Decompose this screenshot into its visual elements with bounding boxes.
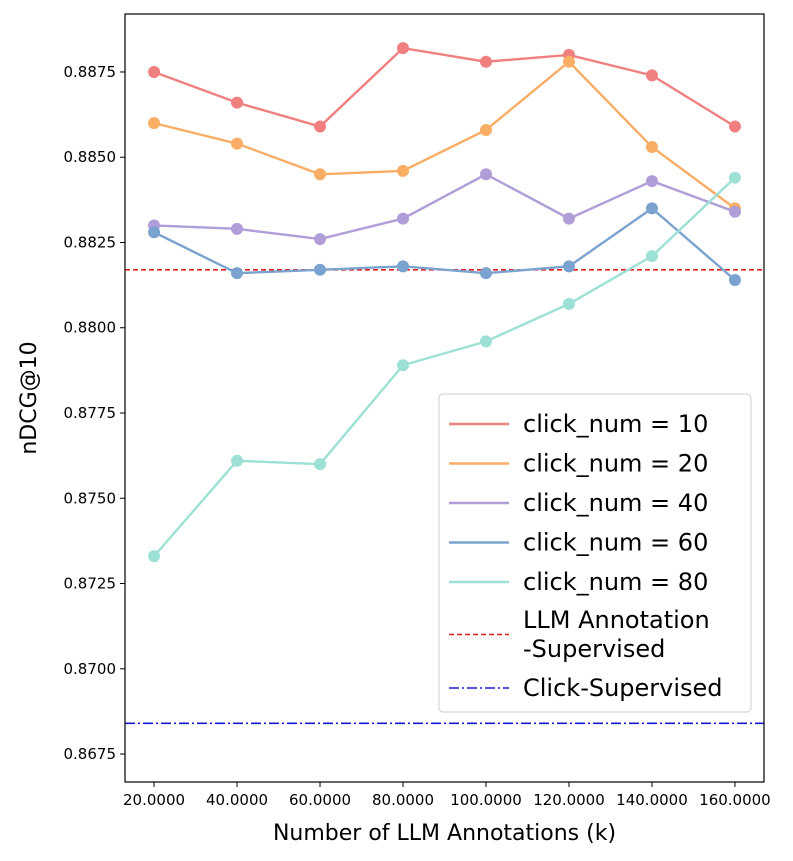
x-tick-label: 80.0000 [372, 791, 434, 809]
data-point [479, 123, 492, 136]
data-point [314, 120, 327, 133]
legend-item-ref-2: Click-Supervised [449, 674, 723, 702]
x-tick-label: 160.0000 [699, 791, 771, 809]
legend-label: click_num = 40 [523, 489, 708, 517]
data-point [397, 212, 410, 225]
legend-item-4: click_num = 60 [449, 529, 708, 557]
legend-item-5: click_num = 80 [449, 568, 708, 596]
data-point [397, 42, 410, 55]
x-tick-label: 140.0000 [616, 791, 688, 809]
data-point [479, 267, 492, 280]
y-tick-label: 0.8750 [64, 489, 117, 507]
x-tick-label: 20.0000 [123, 791, 185, 809]
legend-item-ref-1: LLM Annotation-Supervised [449, 606, 710, 663]
data-point [231, 96, 244, 109]
data-point [148, 117, 161, 130]
data-point [645, 175, 658, 188]
series-line-1 [153, 46, 736, 128]
series-3 [148, 168, 741, 246]
legend-label: click_num = 60 [523, 529, 708, 557]
legend-label: -Supervised [523, 635, 665, 663]
series-5 [148, 171, 741, 563]
y-tick-label: 0.8800 [64, 319, 117, 337]
data-point [148, 65, 161, 78]
data-point [645, 202, 658, 215]
legend-item-2: click_num = 20 [449, 450, 708, 478]
data-point [397, 260, 410, 273]
series-4 [148, 202, 741, 287]
data-point [645, 250, 658, 263]
data-point [562, 297, 575, 310]
data-point [148, 226, 161, 239]
legend: click_num = 10 click_num = 20 click_num = … [438, 393, 752, 713]
legend-label: LLM Annotation [523, 606, 710, 634]
x-tick-label: 100.0000 [450, 791, 522, 809]
data-point [231, 137, 244, 150]
data-point [314, 233, 327, 246]
y-tick-label: 0.8825 [64, 233, 117, 251]
y-tick-label: 0.8675 [64, 745, 117, 763]
data-point [562, 212, 575, 225]
y-axis-label: nDCG@10 [17, 341, 42, 454]
legend-box [438, 393, 752, 713]
data-point [645, 69, 658, 82]
series-layer [148, 42, 741, 563]
x-tick-label: 40.0000 [206, 791, 268, 809]
series-line-4 [153, 206, 736, 281]
series-line-5 [153, 176, 736, 558]
data-point [148, 550, 161, 563]
legend-label: click_num = 20 [523, 450, 708, 478]
data-point [314, 458, 327, 471]
series-2 [148, 55, 741, 215]
data-point [479, 55, 492, 68]
data-point [479, 335, 492, 348]
y-tick-label: 0.8725 [64, 575, 117, 593]
x-axis-label: Number of LLM Annotations (k) [273, 821, 616, 846]
data-point [479, 168, 492, 181]
data-point [231, 454, 244, 467]
series-1 [148, 42, 741, 133]
data-point [314, 168, 327, 181]
legend-item-1: click_num = 10 [449, 410, 708, 438]
legend-label: click_num = 10 [523, 410, 708, 438]
x-tick-label: 120.0000 [533, 791, 605, 809]
y-tick-label: 0.8875 [64, 63, 117, 81]
x-axis: 20.0000 40.0000 60.0000 80.0000 100.0000 120.… [123, 782, 771, 809]
data-point [231, 222, 244, 235]
legend-label: Click-Supervised [523, 674, 723, 702]
data-point [728, 274, 741, 287]
data-point [314, 263, 327, 276]
data-point [397, 164, 410, 177]
y-tick-label: 0.8775 [64, 404, 117, 422]
series-line-3 [153, 172, 736, 241]
data-point [645, 141, 658, 154]
data-point [562, 260, 575, 273]
legend-item-3: click_num = 40 [449, 489, 708, 517]
y-axis: 0.8675 0.8700 0.8725 0.8750 0.8775 0.8800 0.88… [64, 63, 125, 763]
data-point [231, 267, 244, 280]
data-point [728, 171, 741, 184]
data-point [397, 359, 410, 372]
x-tick-label: 60.0000 [289, 791, 351, 809]
plot-frame [124, 13, 765, 783]
y-tick-label: 0.8850 [64, 148, 117, 166]
data-point [728, 205, 741, 218]
legend-label: click_num = 80 [523, 568, 708, 596]
data-point [728, 120, 741, 133]
y-tick-label: 0.8700 [64, 660, 117, 678]
series-line-2 [153, 60, 736, 210]
data-point [562, 55, 575, 68]
